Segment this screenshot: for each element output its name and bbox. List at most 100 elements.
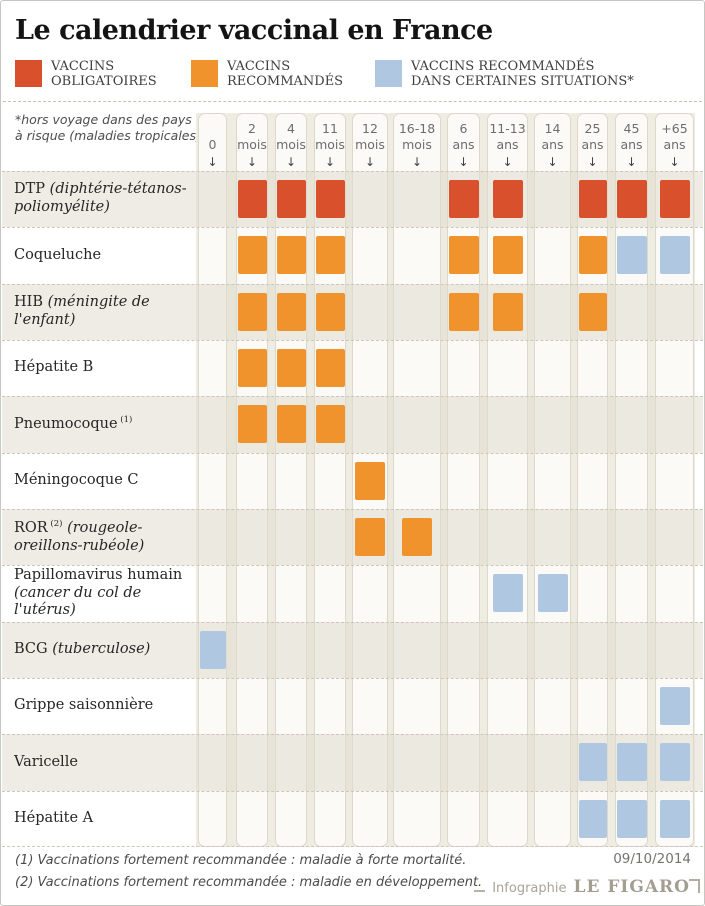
row-label: Hépatite A [14,791,198,847]
row-band [2,339,703,396]
vaccine-cell [616,743,647,782]
down-arrow-icon: ↓ [246,155,258,169]
vaccine-cell [315,348,345,387]
asterisk-note: *hors voyage dans des pays à risque (mal… [15,112,201,144]
publication-date: 09/10/2014 [613,851,691,867]
row-label: Coqueluche [14,227,198,283]
column-header-top: 25 [584,121,601,136]
vaccine-name: Varicelle [14,753,78,770]
vaccine-cell [237,236,267,275]
vaccine-name: Pneumocoque [14,416,118,433]
column-header-top: 11 [322,121,338,136]
column-header-unit: 0 [208,137,217,152]
down-arrow-icon: ↓ [458,155,469,169]
vaccine-cell [659,236,690,275]
footnote-ref: (2) [47,519,63,530]
row-band [2,790,703,847]
figaro-logo: LE FIGARO [573,877,690,897]
frame-corner-left [474,890,485,892]
row-band [2,508,703,566]
vaccine-name: Hépatite A [14,809,94,826]
vaccine-cell [276,348,306,387]
down-arrow-icon: ↓ [207,155,218,169]
age-column-16-18: 16-18 mois ↓ [393,113,441,847]
footnote-1: (1) Vaccinations fortement recommandée :… [15,853,467,868]
column-header-unit: ans [541,137,564,152]
row-band [2,677,703,734]
column-header: 45 ans ↓ [616,114,647,170]
vaccine-cell [448,180,479,218]
row-label: HIB (méningite de l'enfant) [14,284,198,340]
column-header-unit: mois [237,137,267,152]
column-header: 12 mois ↓ [353,114,387,170]
vaccine-name: Méningocoque C [14,471,139,488]
row-label: Grippe saisonnière [14,678,198,734]
vaccine-cell [315,405,345,444]
down-arrow-icon: ↓ [502,155,513,169]
row-label: BCG (tuberculose) [14,622,198,678]
vaccine-name: Grippe saisonnière [14,697,154,714]
vaccine-name: HIB [14,294,44,311]
column-header-unit: ans [581,137,604,152]
vaccine-cell [315,180,345,218]
vaccine-cell [578,180,607,218]
credit-label: Infographie [492,881,567,896]
vaccine-cell [355,461,385,500]
vaccine-subtitle: (diphtérie-tétanos-poliomyélite) [14,181,187,216]
age-column-45: 45 ans ↓ [615,113,648,847]
down-arrow-icon: ↓ [669,155,680,169]
vaccine-cell [237,405,267,444]
vaccine-cell [659,686,690,725]
vaccine-cell [276,405,306,444]
vaccine-cell [537,574,568,613]
column-header: 16-18 mois ↓ [394,114,440,170]
column-header-top: 12 [362,121,378,136]
vaccine-subtitle: (tuberculose) [47,640,151,657]
legend-swatch-orange [191,60,218,87]
figaro-credit: Infographie LE FIGARO [492,877,690,897]
column-header-top: 6 [459,121,468,136]
column-header-unit: ans [620,137,643,152]
column-header-unit: mois [355,137,385,152]
vaccine-cell [315,236,345,275]
column-header: 11 mois ↓ [315,114,345,170]
age-column-2: 2 mois ↓ [236,113,268,847]
vaccine-cell [659,180,690,218]
vaccine-cell [578,799,607,838]
row-band [2,621,703,678]
vaccine-cell [578,292,607,331]
legend-label: VACCINS RECOMMANDÉS DANS CERTAINES SITUA… [411,59,634,90]
vaccine-cell [448,292,479,331]
legend-item-obligatoires: VACCINS OBLIGATOIRES [15,59,157,90]
vaccine-cell [492,236,523,275]
column-header: 4 mois ↓ [276,114,306,170]
row-label: Méningocoque C [14,453,198,509]
vaccine-cell [492,180,523,218]
age-column-0: 0 ↓ [198,113,227,847]
vaccine-cell [276,292,306,331]
column-header-top: 11-13 [489,121,526,136]
column-header-top: 2 [248,121,256,136]
legend-item-situations: VACCINS RECOMMANDÉS DANS CERTAINES SITUA… [375,59,634,90]
down-arrow-icon: ↓ [411,155,423,169]
vaccine-name: ROR [14,519,48,536]
legend-item-recommandes: VACCINS RECOMMANDÉS [191,59,343,90]
legend-swatch-blue [375,60,402,87]
vaccine-cell [616,180,647,218]
column-header-top [199,121,226,137]
age-column-4: 4 mois ↓ [275,113,307,847]
column-header: 14 ans ↓ [535,114,570,170]
vaccine-cell [448,236,479,275]
vaccine-name: Papillomavirus humain [14,566,183,583]
vaccine-cell [315,292,345,331]
footnote-2: (2) Vaccinations fortement recommandée :… [15,875,483,890]
page-title: Le calendrier vaccinal en France [15,15,493,46]
column-header-top: 45 [623,121,640,136]
row-band [2,565,703,621]
vaccine-cell [402,517,432,556]
vaccine-cell [578,743,607,782]
vaccine-cell [616,236,647,275]
vaccine-cell [659,799,690,838]
vaccine-name: Coqueluche [14,246,102,263]
